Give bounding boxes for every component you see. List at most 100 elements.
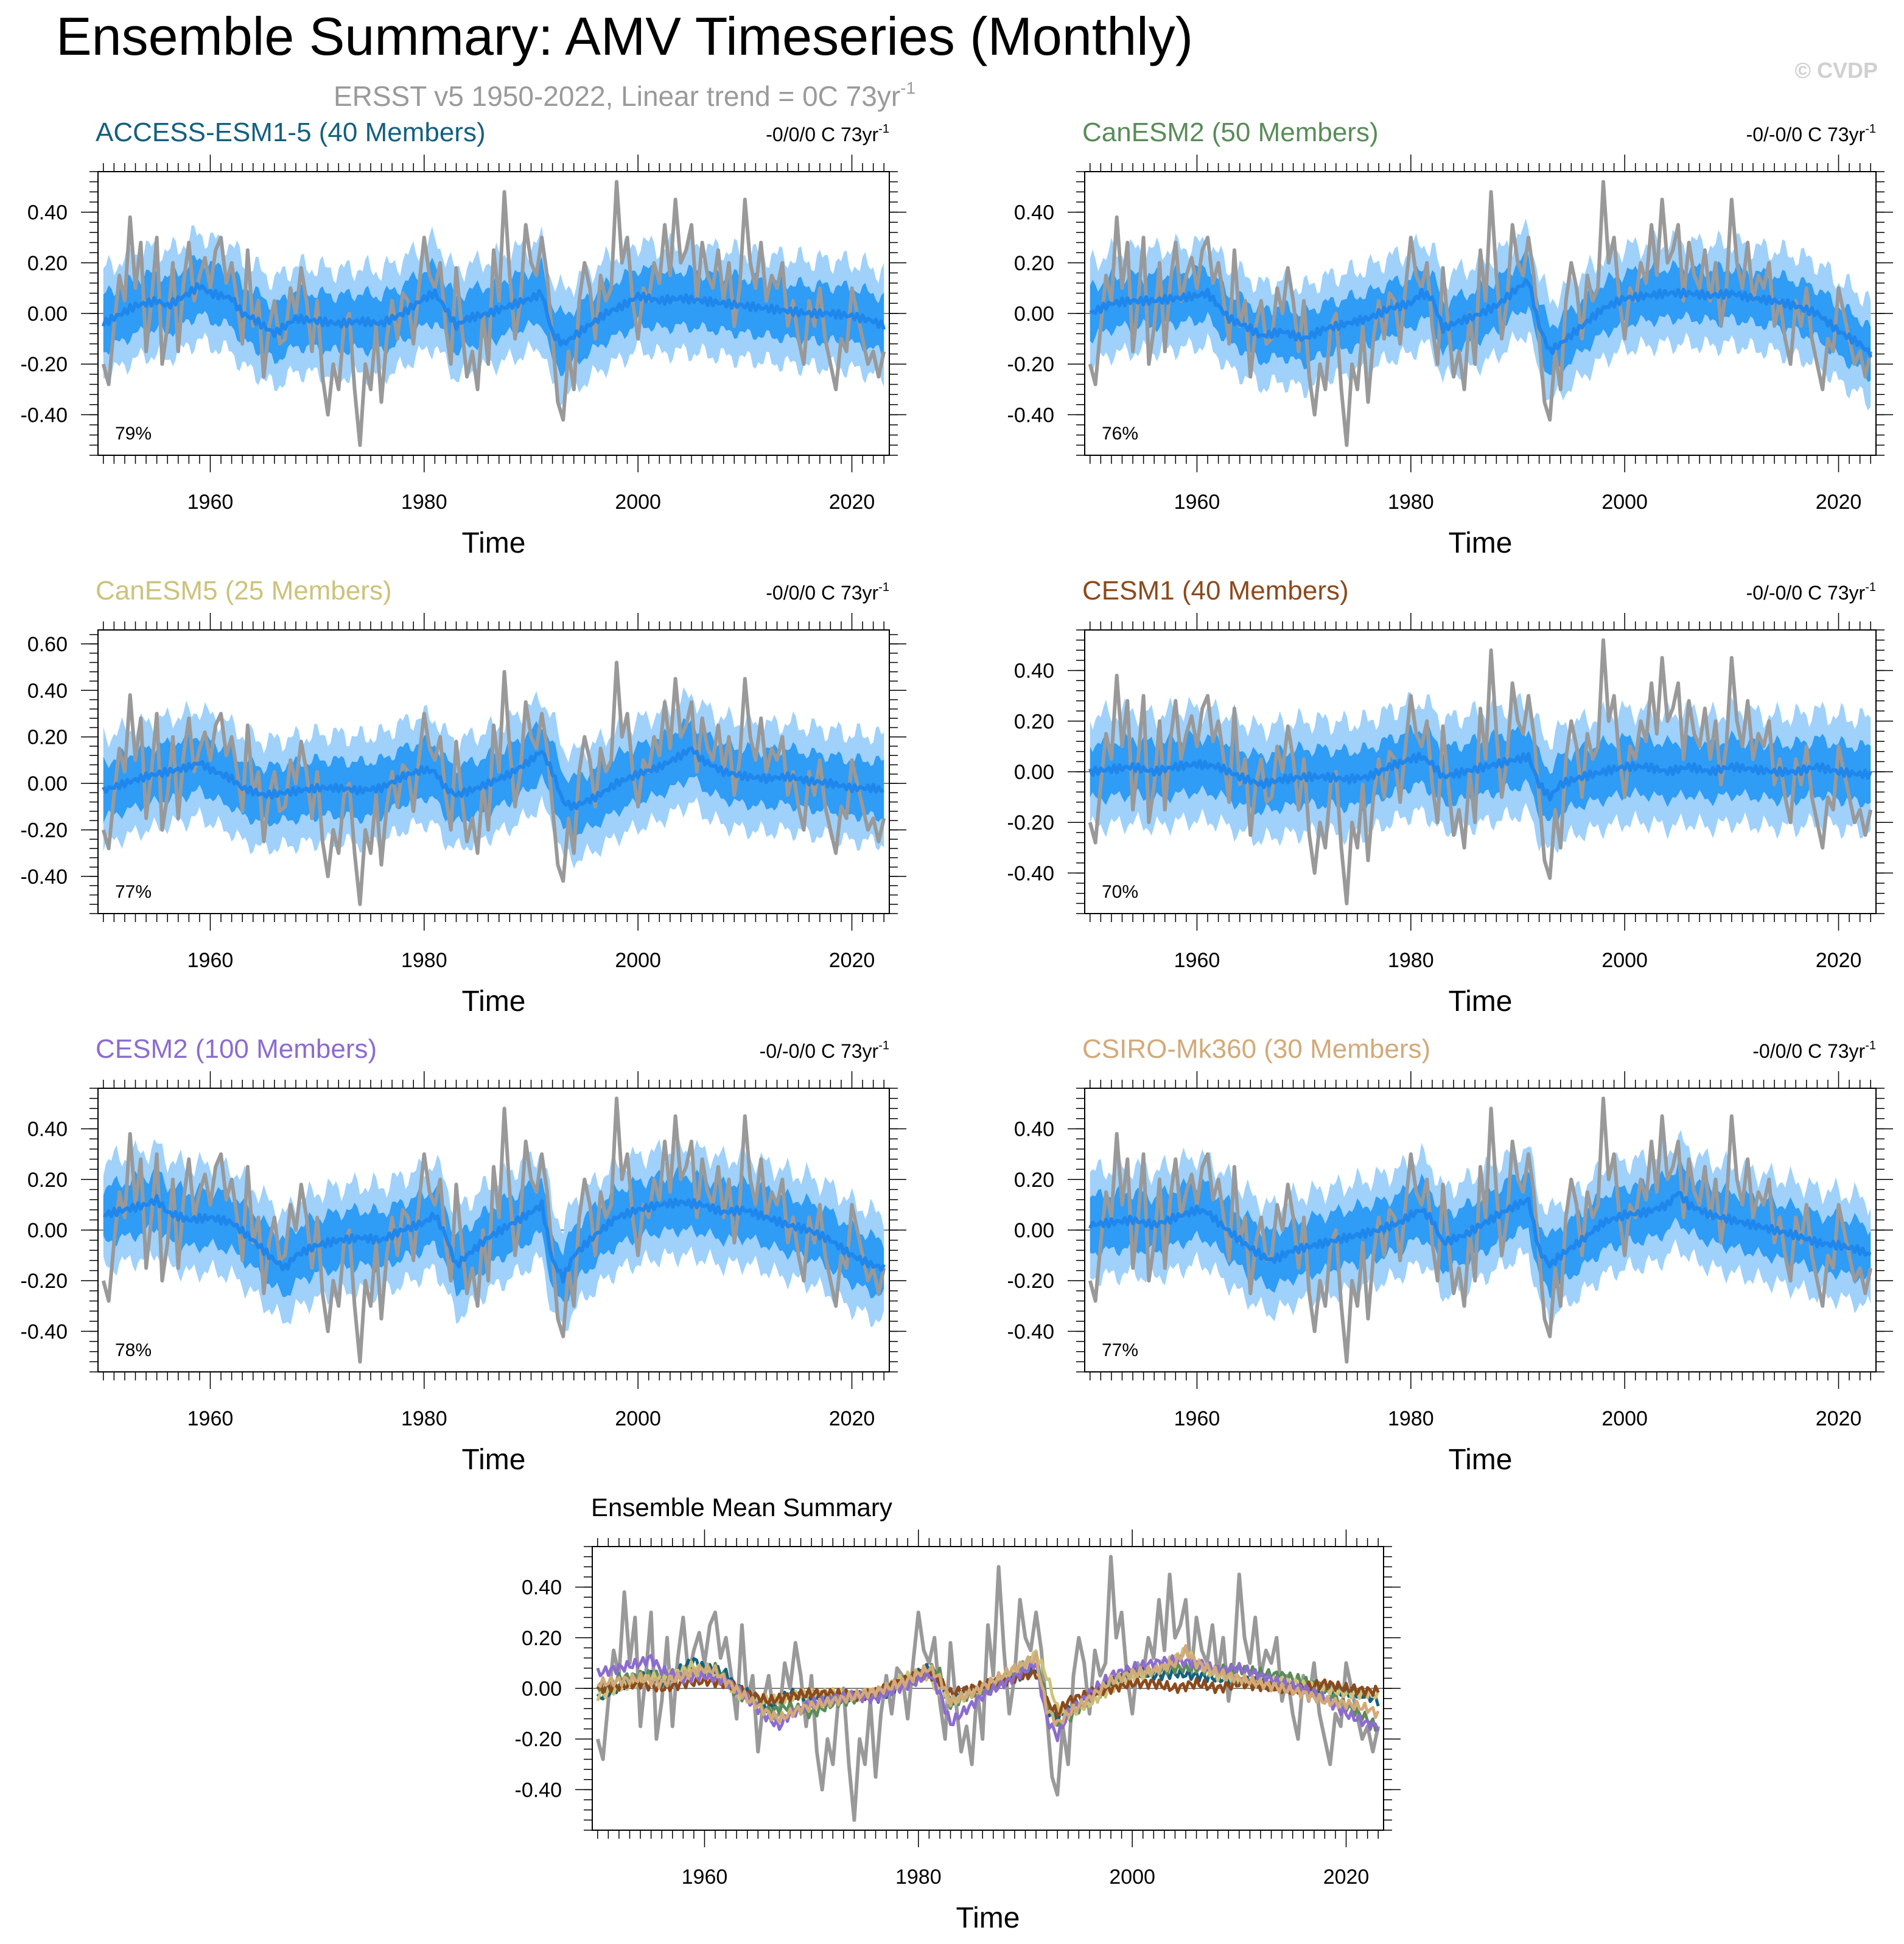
ytick-label-access: 0.00: [27, 302, 68, 326]
xtick-label-summary: 1960: [682, 1865, 728, 1889]
ytick-label-cesm1: -0.20: [1007, 811, 1055, 834]
trend-text-canesm5: -0/0/0 C 73yr: [766, 582, 878, 604]
panel-title-canesm2: CanESM2 (50 Members): [1082, 117, 1379, 147]
panel-title-access: ACCESS-ESM1-5 (40 Members): [96, 117, 486, 147]
ytick-label-access: -0.40: [21, 404, 68, 427]
panel-title-csiro: CSIRO-Mk360 (30 Members): [1082, 1034, 1430, 1064]
ytick-label-cesm2: -0.40: [21, 1320, 68, 1343]
obs-line-csiro: [1088, 1096, 1873, 1364]
plot-area-summary: [592, 1554, 1384, 1822]
trend-text-access: -0/0/0 C 73yr: [766, 124, 878, 145]
pct-label-access: 79%: [115, 424, 152, 444]
ytick-label-csiro: -0.40: [1007, 1320, 1055, 1343]
ytick-label-csiro: 0.20: [1014, 1169, 1054, 1192]
summary-line-csiro: [597, 1644, 1380, 1727]
panel-title-canesm5: CanESM5 (25 Members): [96, 576, 392, 606]
xtick-label-canesm5: 1960: [187, 949, 234, 972]
ensemble-mean-line-access: [101, 282, 886, 347]
ytick-label-cesm2: 0.40: [27, 1118, 68, 1141]
trend-label-csiro: -0/0/0 C 73yr-1: [1752, 1039, 1876, 1062]
obs-line-summary: [595, 1554, 1381, 1822]
xtick-label-canesm2: 2000: [1601, 491, 1648, 514]
ytick-label-cesm1: 0.00: [1014, 761, 1054, 784]
ytick-label-canesm5: -0.20: [21, 819, 68, 842]
panels: ACCESS-ESM1-5 (40 Members) -0/0/0 C 73yr-…: [21, 117, 1893, 1934]
xtick-label-csiro: 1980: [1388, 1407, 1434, 1430]
ytick-label-cesm1: -0.40: [1007, 862, 1055, 885]
xtick-label-canesm2: 1960: [1174, 491, 1220, 514]
ensemble-mean-line-canesm5: [102, 746, 884, 811]
xtick-label-cesm1: 1960: [1174, 949, 1220, 972]
trend-text-csiro: -0/0/0 C 73yr: [1752, 1040, 1865, 1062]
ytick-label-cesm1: 0.40: [1014, 660, 1054, 683]
trend-label-canesm5: -0/0/0 C 73yr-1: [766, 581, 889, 604]
trend-text-cesm1: -0/-0/0 C 73yr: [1746, 582, 1866, 604]
xaxis-label-cesm2: Time: [462, 1444, 526, 1476]
panel-access: ACCESS-ESM1-5 (40 Members) -0/0/0 C 73yr-…: [21, 117, 906, 559]
xaxis-label-csiro: Time: [1449, 1444, 1513, 1476]
figure-title: Ensemble Summary: AMV Timeseries (Monthl…: [56, 6, 1193, 66]
ytick-label-canesm5: -0.40: [21, 865, 68, 889]
pct-label-cesm2: 78%: [115, 1340, 152, 1360]
ytick-label-canesm2: -0.20: [1007, 353, 1055, 376]
watermark: © CVDP: [1794, 58, 1878, 83]
xtick-label-canesm2: 1980: [1388, 491, 1434, 514]
plot-area-canesm2: [1085, 180, 1876, 447]
ytick-label-cesm1: 0.20: [1014, 710, 1054, 733]
ytick-label-canesm5: 0.60: [27, 633, 68, 656]
xtick-label-cesm1: 2000: [1601, 949, 1648, 972]
ytick-label-cesm2: 0.00: [27, 1219, 68, 1242]
obs-line-cesm2: [101, 1096, 886, 1364]
panel-summary: Ensemble Mean Summary 0.40 0.20 0.00 -0.20 -0…: [515, 1493, 1401, 1934]
ytick-label-canesm5: 0.20: [27, 726, 68, 749]
ensemble-mean-line-canesm2: [1089, 278, 1873, 358]
ticks-csiro: [1068, 1071, 1893, 1389]
ticks-canesm2: [1068, 155, 1893, 472]
xaxis-label-canesm2: Time: [1449, 527, 1513, 559]
spread-inner-cesm1: [1090, 724, 1871, 822]
ytick-label-canesm2: 0.20: [1014, 252, 1054, 275]
ytick-label-csiro: 0.40: [1014, 1118, 1054, 1141]
trend-exponent-canesm2: -1: [1865, 122, 1876, 136]
trend-label-canesm2: -0/-0/0 C 73yr-1: [1746, 122, 1876, 145]
ytick-label-canesm5: 0.40: [27, 679, 68, 702]
xtick-label-cesm2: 2020: [829, 1407, 875, 1430]
ytick-label-canesm5: 0.00: [27, 772, 68, 795]
trend-text-cesm2: -0/-0/0 C 73yr: [760, 1040, 879, 1062]
xaxis-label-canesm5: Time: [462, 985, 526, 1018]
obs-line-access: [101, 180, 886, 447]
xtick-label-cesm1: 1980: [1388, 949, 1434, 972]
trend-label-cesm2: -0/-0/0 C 73yr-1: [760, 1039, 889, 1062]
xtick-label-csiro: 2020: [1816, 1407, 1862, 1430]
panel-title-cesm1: CESM1 (40 Members): [1082, 576, 1349, 606]
xtick-label-summary: 2000: [1109, 1865, 1155, 1889]
xtick-label-canesm2: 2020: [1816, 491, 1862, 514]
ticks-cesm1: [1068, 613, 1893, 931]
ytick-label-summary: 0.00: [522, 1677, 562, 1701]
xtick-label-cesm1: 2020: [1816, 949, 1862, 972]
xtick-label-canesm5: 1980: [401, 949, 447, 972]
plot-area-canesm5: [98, 660, 889, 906]
xtick-label-csiro: 2000: [1601, 1407, 1648, 1430]
xaxis-label-summary: Time: [956, 1902, 1020, 1934]
xtick-label-access: 1980: [401, 491, 447, 514]
xtick-label-canesm5: 2020: [829, 949, 875, 972]
xaxis-label-cesm1: Time: [1449, 985, 1513, 1018]
ytick-label-canesm2: 0.00: [1014, 302, 1054, 326]
xtick-label-access: 2020: [829, 491, 875, 514]
panel-cesm2: CESM2 (100 Members) -0/-0/0 C 73yr-1 0.40 0…: [21, 1034, 906, 1476]
panel-title-summary: Ensemble Mean Summary: [591, 1493, 892, 1522]
trend-exponent-access: -1: [878, 122, 889, 136]
ensemble-mean-line-csiro: [1088, 1191, 1872, 1269]
plot-area-csiro: [1085, 1096, 1876, 1364]
xtick-label-csiro: 1960: [1174, 1407, 1220, 1430]
figure-subtitle-exponent: -1: [900, 79, 915, 97]
ticks-canesm5: [81, 613, 906, 931]
ytick-label-summary: -0.40: [515, 1778, 562, 1802]
ytick-label-cesm2: -0.20: [21, 1270, 68, 1293]
plot-area-access: [98, 180, 889, 447]
plot-area-cesm1: [1085, 638, 1876, 906]
trend-label-access: -0/0/0 C 73yr-1: [766, 122, 889, 145]
obs-line-canesm2: [1088, 180, 1873, 447]
